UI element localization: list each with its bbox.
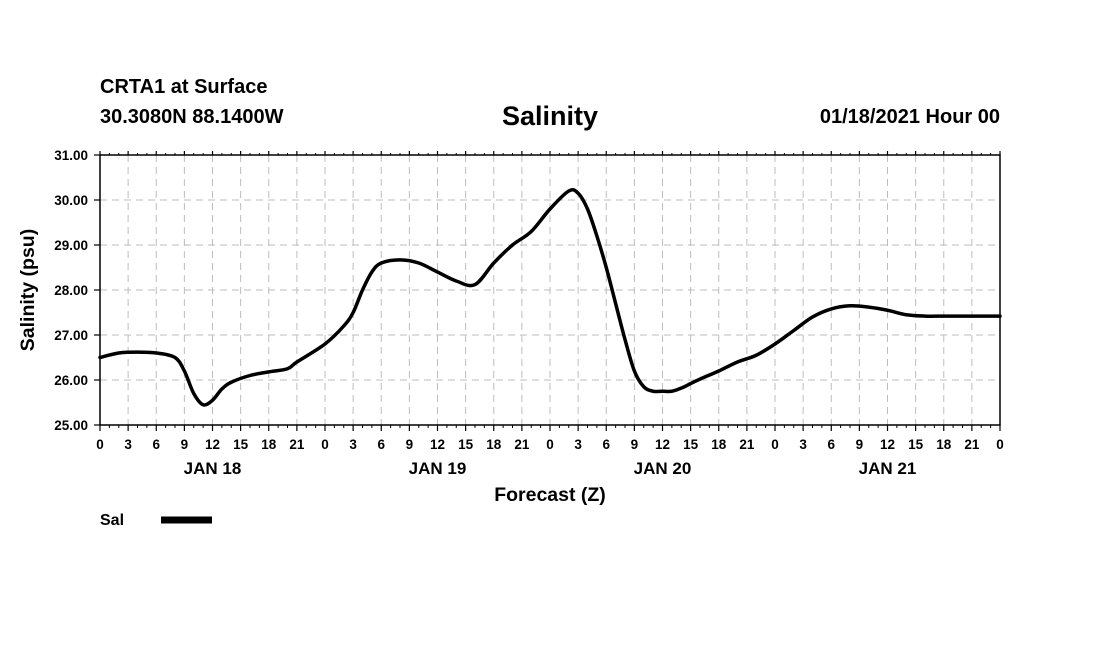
legend-label-sal: Sal	[100, 512, 124, 529]
x-tick-label: 21	[964, 437, 980, 452]
series-line-sal	[98, 188, 1002, 407]
x-tick-label: 18	[486, 437, 502, 452]
x-tick-label: 0	[321, 437, 329, 452]
x-tick-label: 6	[827, 437, 835, 452]
x-tick-label: 15	[233, 437, 249, 452]
day-label: JAN 21	[859, 459, 917, 478]
grid-lines	[100, 155, 1000, 425]
x-tick-label: 0	[771, 437, 779, 452]
series-layer	[98, 188, 1002, 407]
x-tick-label: 18	[936, 437, 952, 452]
y-tick-label: 27.00	[54, 328, 88, 343]
x-tick-label: 18	[711, 437, 727, 452]
x-tick-label: 3	[574, 437, 582, 452]
x-tick-label: 3	[349, 437, 357, 452]
x-tick-label: 12	[205, 437, 220, 452]
x-tick-label: 9	[856, 437, 864, 452]
x-tick-label: 9	[406, 437, 414, 452]
x-tick-label: 9	[631, 437, 639, 452]
x-tick-label: 0	[546, 437, 554, 452]
day-label: JAN 19	[409, 459, 467, 478]
x-tick-label: 21	[514, 437, 530, 452]
x-tick-label: 12	[880, 437, 895, 452]
x-tick-label: 21	[739, 437, 755, 452]
x-tick-label: 12	[430, 437, 445, 452]
y-tick-label: 30.00	[54, 193, 88, 208]
x-tick-label: 21	[289, 437, 305, 452]
x-tick-label: 0	[96, 437, 104, 452]
x-axis-title: Forecast (Z)	[494, 484, 606, 506]
day-label: JAN 20	[634, 459, 692, 478]
forecast-datetime: 01/18/2021 Hour 00	[819, 106, 1000, 128]
y-tick-label: 25.00	[54, 418, 88, 433]
y-tick-label: 26.00	[54, 373, 88, 388]
legend: Sal	[100, 512, 212, 529]
x-tick-label: 15	[908, 437, 924, 452]
y-tick-label: 28.00	[54, 283, 88, 298]
y-tick-label: 29.00	[54, 238, 88, 253]
chart-title: Salinity	[501, 101, 599, 131]
x-tick-label: 18	[261, 437, 277, 452]
day-label: JAN 18	[184, 459, 242, 478]
x-tick-label: 6	[602, 437, 610, 452]
x-tick-label: 15	[683, 437, 699, 452]
x-tick-label: 6	[377, 437, 385, 452]
x-tick-label: 3	[799, 437, 807, 452]
x-tick-label: 9	[181, 437, 189, 452]
y-tick-label: 31.00	[54, 148, 88, 163]
x-tick-label: 3	[124, 437, 132, 452]
x-tick-label: 12	[655, 437, 670, 452]
x-tick-label: 15	[458, 437, 474, 452]
coordinates-label: 30.3080N 88.1400W	[100, 106, 284, 128]
axis-ticks	[94, 151, 1001, 431]
x-tick-label: 0	[996, 437, 1004, 452]
axis-labels: 25.00 26.00 27.00 28.00 29.00 30.00 31.00 0 3 6 9 1…	[54, 148, 1004, 478]
y-axis-title: Salinity (psu)	[17, 229, 39, 351]
x-tick-label: 6	[152, 437, 160, 452]
plot-frame	[99, 154, 1001, 426]
station-label: CRTA1 at Surface	[100, 76, 268, 98]
